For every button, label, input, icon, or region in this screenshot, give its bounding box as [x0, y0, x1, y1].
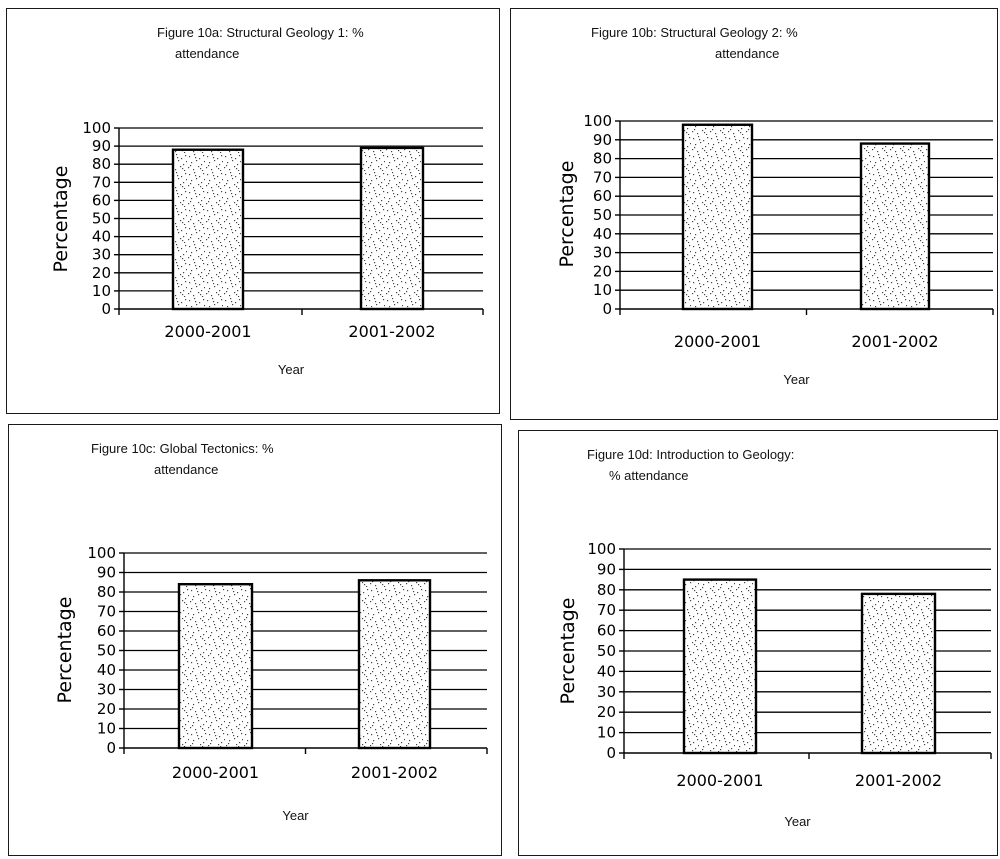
y-axis-label: Percentage: [556, 161, 578, 268]
y-tick-label: 80: [92, 155, 111, 173]
bar-2000-2001: [177, 582, 254, 750]
chart-panel-10a: Figure 10a: Structural Geology 1: % atten…: [6, 8, 500, 414]
y-tick-label: 90: [597, 560, 616, 578]
y-tick-label: 90: [593, 131, 612, 149]
chart-panel-10d: Figure 10d: Introduction to Geology: % at…: [518, 430, 998, 856]
y-tick-label: 40: [97, 661, 116, 679]
bar-2001-2002: [359, 146, 425, 311]
y-tick-label: 30: [92, 246, 111, 264]
x-axis-label: Year: [278, 362, 305, 377]
y-axis-label: Percentage: [54, 597, 76, 704]
y-tick-label: 30: [97, 681, 116, 699]
chart-title-line: attendance: [154, 462, 218, 477]
chart-title-line: Figure 10a: Structural Geology 1: %: [157, 25, 364, 40]
y-tick-label: 40: [597, 662, 616, 680]
y-tick-label: 50: [593, 206, 612, 224]
y-tick-label: 60: [92, 191, 111, 209]
bar-2000-2001: [681, 123, 754, 311]
y-tick-label: 10: [92, 282, 111, 300]
y-axis-label: Percentage: [50, 166, 72, 273]
y-tick-label: 100: [587, 540, 616, 558]
y-tick-label: 0: [606, 744, 616, 762]
y-tick-label: 70: [97, 603, 116, 621]
y-tick-label: 50: [97, 642, 116, 660]
y-tick-label: 40: [593, 225, 612, 243]
x-category-label: 2001-2002: [855, 771, 942, 790]
x-axis-label: Year: [282, 808, 309, 823]
y-tick-label: 20: [97, 700, 116, 718]
y-tick-label: 90: [97, 564, 116, 582]
bar-chart-10b: Figure 10b: Structural Geology 2: % atten…: [556, 25, 994, 387]
y-tick-label: 20: [597, 703, 616, 721]
y-tick-label: 40: [92, 228, 111, 246]
y-tick-label: 50: [597, 642, 616, 660]
y-tick-label: 10: [597, 724, 616, 742]
y-tick-label: 100: [87, 544, 116, 562]
y-tick-label: 20: [593, 262, 612, 280]
y-tick-label: 80: [593, 150, 612, 168]
y-tick-label: 0: [602, 300, 612, 318]
x-category-label: 2000-2001: [164, 322, 251, 341]
y-tick-label: 10: [97, 720, 116, 738]
y-tick-label: 100: [82, 119, 111, 137]
x-category-label: 2001-2002: [851, 332, 938, 351]
bar-2001-2002: [859, 142, 931, 311]
chart-title-line: Figure 10b: Structural Geology 2: %: [591, 25, 798, 40]
y-tick-label: 30: [597, 683, 616, 701]
y-axis-label: Percentage: [557, 598, 579, 705]
bar-chart-10a: Figure 10a: Structural Geology 1: % atten…: [50, 25, 484, 377]
y-tick-label: 70: [92, 173, 111, 191]
x-category-label: 2001-2002: [351, 763, 438, 782]
y-tick-label: 0: [101, 300, 111, 318]
y-tick-label: 80: [97, 583, 116, 601]
x-axis-label: Year: [783, 372, 810, 387]
y-tick-label: 60: [97, 622, 116, 640]
y-tick-label: 80: [597, 581, 616, 599]
x-category-label: 2000-2001: [674, 332, 761, 351]
chart-title-line: Figure 10d: Introduction to Geology:: [587, 447, 794, 462]
x-category-label: 2000-2001: [676, 771, 763, 790]
y-tick-label: 50: [92, 210, 111, 228]
bar-2000-2001: [682, 578, 758, 755]
x-axis-label: Year: [784, 814, 811, 829]
bar-chart-10c: Figure 10c: Global Tectonics: % attendanc…: [54, 441, 488, 823]
chart-title-line: attendance: [175, 46, 239, 61]
y-tick-label: 30: [593, 244, 612, 262]
chart-title-line: attendance: [715, 46, 779, 61]
y-tick-label: 100: [583, 112, 612, 130]
y-tick-label: 10: [593, 281, 612, 299]
bar-2001-2002: [860, 592, 937, 755]
y-tick-label: 90: [92, 137, 111, 155]
y-tick-label: 60: [593, 187, 612, 205]
y-tick-label: 0: [106, 739, 116, 757]
chart-panel-10b: Figure 10b: Structural Geology 2: % atten…: [510, 8, 998, 420]
y-tick-label: 60: [597, 622, 616, 640]
bar-2000-2001: [171, 148, 245, 311]
bar-2001-2002: [357, 579, 432, 750]
x-category-label: 2000-2001: [172, 763, 259, 782]
chart-title-line: Figure 10c: Global Tectonics: %: [91, 441, 274, 456]
x-category-label: 2001-2002: [348, 322, 435, 341]
y-tick-label: 70: [593, 168, 612, 186]
bar-chart-10d: Figure 10d: Introduction to Geology: % at…: [557, 447, 992, 829]
chart-title-line: % attendance: [609, 468, 689, 483]
y-tick-label: 70: [597, 601, 616, 619]
chart-panel-10c: Figure 10c: Global Tectonics: % attendanc…: [8, 424, 502, 856]
y-tick-label: 20: [92, 264, 111, 282]
